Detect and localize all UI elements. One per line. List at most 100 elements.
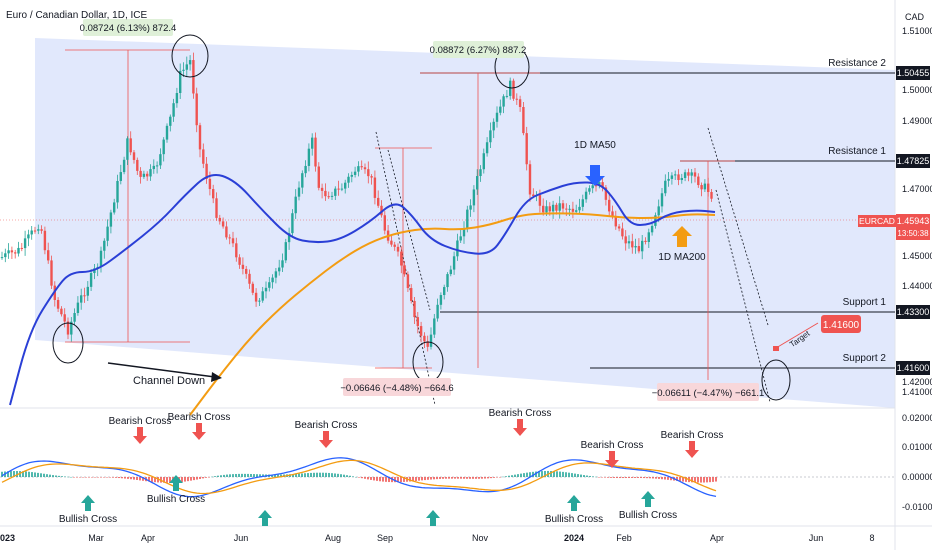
candle-body bbox=[208, 178, 212, 190]
histogram-bar bbox=[250, 473, 252, 477]
ma50-line bbox=[9, 173, 716, 406]
osc-tick-label: -0.01000 bbox=[902, 502, 932, 512]
candle-body bbox=[344, 182, 347, 189]
candle-body bbox=[565, 208, 568, 210]
candle-body bbox=[674, 174, 677, 176]
x-tick-label: 2024 bbox=[564, 533, 584, 543]
histogram-bar bbox=[583, 475, 585, 477]
resistance1-value-box bbox=[896, 154, 930, 168]
candle-body bbox=[284, 242, 287, 261]
histogram-bar bbox=[502, 476, 504, 478]
candle-body bbox=[594, 185, 598, 187]
bearish-cross-label: Bearish Cross bbox=[581, 440, 644, 451]
histogram-bar bbox=[301, 473, 303, 477]
x-tick-label: 2023 bbox=[0, 533, 15, 543]
histogram-bar bbox=[715, 477, 717, 482]
channel-down-label: Channel Down bbox=[133, 375, 205, 387]
candle-body bbox=[113, 202, 116, 213]
support1-label: Support 1 bbox=[843, 297, 887, 308]
candle-body bbox=[109, 212, 113, 227]
histogram-bar bbox=[169, 477, 171, 483]
histogram-bar bbox=[40, 473, 42, 477]
candle-body bbox=[687, 172, 690, 176]
candle-body bbox=[624, 236, 627, 244]
bearish-arrow-icon bbox=[605, 451, 619, 468]
histogram-bar bbox=[394, 477, 396, 483]
candle-body bbox=[370, 176, 373, 178]
histogram-bar bbox=[499, 477, 501, 478]
histogram-bar bbox=[43, 473, 45, 477]
candle-body bbox=[324, 190, 327, 197]
histogram-bar bbox=[133, 477, 135, 480]
histogram-bar bbox=[562, 471, 564, 477]
histogram-bar bbox=[430, 477, 432, 480]
candle-body bbox=[581, 199, 584, 207]
histogram-bar bbox=[451, 477, 453, 479]
candle-body bbox=[50, 260, 53, 286]
histogram-bar bbox=[22, 471, 24, 477]
candle-body bbox=[149, 169, 152, 177]
candle-body bbox=[611, 211, 614, 216]
histogram-bar bbox=[445, 477, 447, 479]
histogram-bar bbox=[82, 477, 84, 478]
candle-body bbox=[60, 308, 63, 315]
candle-body bbox=[482, 153, 485, 170]
candle-body bbox=[122, 159, 126, 173]
histogram-bar bbox=[541, 471, 543, 477]
histogram-bar bbox=[223, 474, 225, 477]
candle-body bbox=[525, 133, 528, 165]
histogram-bar bbox=[625, 477, 627, 479]
histogram-bar bbox=[505, 476, 507, 477]
candle-body bbox=[697, 176, 700, 186]
candle-body bbox=[89, 273, 93, 287]
histogram-bar bbox=[664, 477, 666, 480]
histogram-bar bbox=[49, 474, 51, 477]
x-tick-label: Feb bbox=[616, 533, 632, 543]
bullish-cross-label: Bullish Cross bbox=[59, 514, 117, 525]
ma200-label: 1D MA200 bbox=[658, 252, 706, 263]
currency-label[interactable]: CAD bbox=[905, 12, 925, 22]
candle-body bbox=[47, 250, 50, 261]
candle-body bbox=[373, 177, 377, 198]
candle-body bbox=[700, 185, 703, 190]
candle-body bbox=[532, 194, 535, 197]
candle-body bbox=[70, 321, 73, 335]
candle-body bbox=[528, 164, 532, 195]
histogram-bar bbox=[379, 477, 381, 482]
histogram-bar bbox=[10, 471, 12, 477]
candle-body bbox=[83, 295, 86, 297]
y-tick-label: 1.45000 bbox=[902, 251, 932, 261]
histogram-bar bbox=[649, 477, 651, 479]
candle-body bbox=[66, 321, 70, 335]
histogram-bar bbox=[412, 477, 414, 482]
histogram-bar bbox=[478, 477, 480, 479]
bearish-arrow-icon bbox=[685, 441, 699, 458]
histogram-bar bbox=[166, 477, 168, 483]
cross-arrows bbox=[81, 419, 699, 526]
histogram-bar bbox=[436, 477, 438, 480]
candle-body bbox=[647, 232, 650, 243]
candle-body bbox=[251, 283, 254, 293]
candle-body bbox=[317, 166, 320, 188]
histogram-bar bbox=[586, 475, 588, 477]
candle-body bbox=[116, 180, 119, 203]
histogram-bar bbox=[577, 474, 579, 477]
histogram-bar bbox=[313, 472, 315, 477]
candle-body bbox=[680, 177, 683, 181]
candle-body bbox=[664, 180, 667, 194]
candle-body bbox=[330, 195, 334, 197]
histogram-bar bbox=[253, 474, 255, 477]
candle-body bbox=[555, 204, 558, 211]
histogram-bar bbox=[163, 477, 165, 483]
histogram-bar bbox=[136, 477, 138, 480]
x-tick-label: Aug bbox=[325, 533, 341, 543]
histogram-bar bbox=[259, 474, 261, 477]
candle-body bbox=[172, 103, 175, 117]
histogram-bar bbox=[592, 476, 594, 477]
candle-body bbox=[433, 318, 436, 335]
candle-body bbox=[126, 138, 129, 160]
candle-body bbox=[20, 247, 23, 249]
candle-body bbox=[621, 228, 624, 237]
histogram-bar bbox=[199, 477, 201, 479]
histogram-bar bbox=[658, 477, 660, 479]
